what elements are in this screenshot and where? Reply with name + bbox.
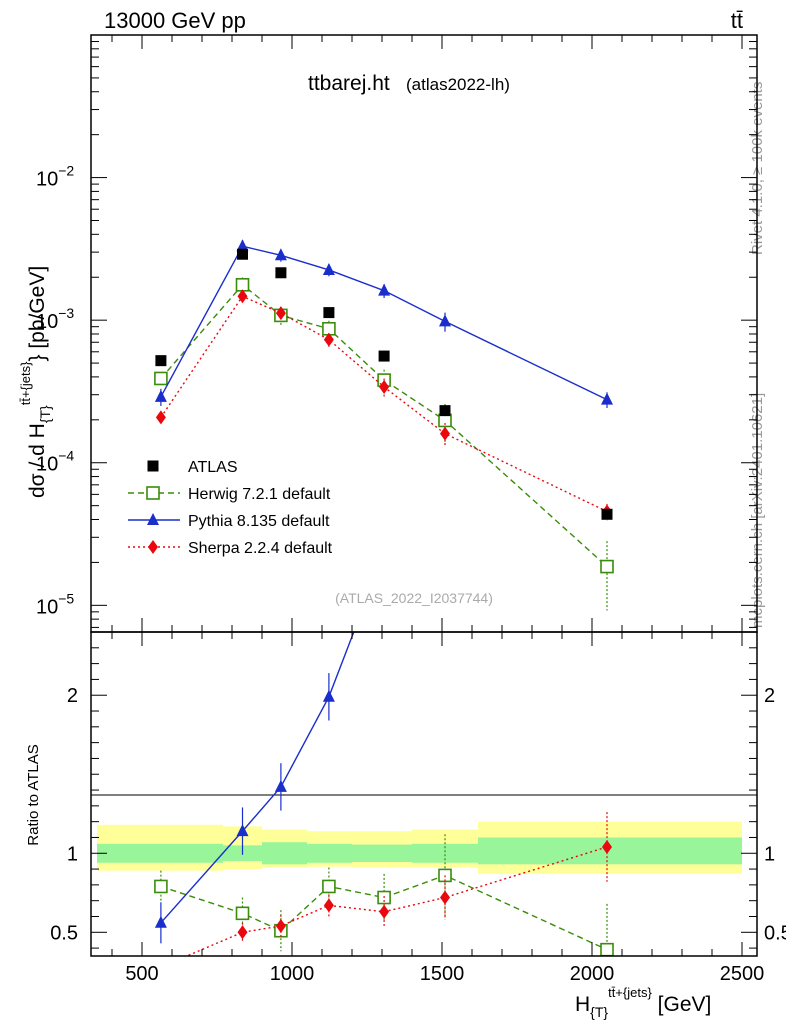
ratio-bands xyxy=(97,821,742,874)
legend-marker xyxy=(148,540,158,554)
ratio-y-label: Ratio to ATLAS xyxy=(25,744,42,845)
series-point xyxy=(440,426,450,441)
ratio-tick-label-right: 2 xyxy=(764,685,775,707)
ratio-point xyxy=(236,824,249,837)
watermark: (ATLAS_2022_I2037744) xyxy=(335,590,493,606)
ratio-tick-label-right: 0.5 xyxy=(764,922,786,944)
ratio-point xyxy=(275,918,286,933)
series-point xyxy=(154,371,168,386)
ratio-point xyxy=(274,779,287,792)
legend-marker xyxy=(147,460,159,472)
series-point xyxy=(274,248,287,261)
band-inner xyxy=(307,843,352,863)
legend-label: ATLAS xyxy=(188,459,238,476)
ratio-point xyxy=(237,925,248,940)
ratio-tick-label: 1 xyxy=(67,843,78,865)
ratio-series xyxy=(154,0,614,956)
header-left: 13000 GeV pp xyxy=(104,8,246,33)
series-point xyxy=(601,392,613,405)
y-axis-label: dσ / d H{T}tt̄+{jets}} [pb/GeV] xyxy=(18,266,53,498)
series-point xyxy=(154,389,167,402)
chart-title: ttbarej.ht xyxy=(308,72,390,95)
x-tick-label: 1000 xyxy=(270,963,315,985)
data-point xyxy=(323,307,335,319)
band-inner xyxy=(262,842,307,865)
ratio-tick-label-right: 1 xyxy=(764,843,775,865)
data-point xyxy=(155,355,167,367)
legend: ATLAS Herwig 7.2.1 default Pythia 8.135 de… xyxy=(128,459,333,557)
series-line xyxy=(160,295,608,513)
ratio-point xyxy=(601,0,613,5)
ratio-point xyxy=(154,879,168,894)
x-tick-label: 1500 xyxy=(420,963,465,985)
ratio-frame xyxy=(90,631,758,957)
legend-marker xyxy=(147,513,159,525)
series-point xyxy=(235,278,250,292)
data-point xyxy=(378,350,390,362)
series-point xyxy=(322,262,335,275)
chart-subtitle: (atlas2022-lh) xyxy=(406,75,510,94)
ratio-tick-label: 2 xyxy=(67,685,78,707)
ratio-point xyxy=(235,906,250,921)
ratio-point xyxy=(602,839,612,854)
series-point xyxy=(439,314,451,327)
data-point xyxy=(237,248,248,260)
main-series xyxy=(154,239,614,611)
ratio-point xyxy=(379,904,390,919)
data-point xyxy=(601,508,613,520)
series-point xyxy=(236,239,249,252)
data-point xyxy=(439,405,451,417)
band-inner xyxy=(97,843,223,863)
ratio-point xyxy=(323,898,334,913)
x-tick-label: 2500 xyxy=(720,963,765,985)
x-tick-label: 2000 xyxy=(570,963,615,985)
series-point xyxy=(323,332,334,347)
band-inner xyxy=(412,843,478,863)
ratio-point xyxy=(154,915,167,928)
series-point xyxy=(600,559,614,574)
y-tick-label: 10−4 xyxy=(36,448,74,476)
main-data xyxy=(155,248,613,520)
ratio-point xyxy=(322,879,336,894)
header-right: tt̄ xyxy=(731,8,743,33)
band-inner xyxy=(478,837,742,865)
axes: 500 1000 1500 2000 2500 10−2 10−3 10−4 10−5 0.5 0.… xyxy=(36,34,786,985)
ratio-point xyxy=(440,890,450,905)
band-inner xyxy=(352,844,412,862)
series-point xyxy=(275,306,286,321)
ratio-tick-label: 0.5 xyxy=(50,922,78,944)
legend-marker xyxy=(146,486,160,500)
y-tick-label: 10−2 xyxy=(36,163,74,191)
ratio-point xyxy=(600,942,614,956)
x-axis-label: H{T}tt̄+{jets} [GeV] xyxy=(575,985,711,1020)
series-point xyxy=(237,289,248,304)
legend-label: Pythia 8.135 default xyxy=(188,513,330,530)
data-point xyxy=(275,267,287,279)
series-point xyxy=(155,410,166,425)
x-tick-label: 500 xyxy=(125,963,158,985)
ratio-point xyxy=(378,546,390,558)
legend-label: Sherpa 2.2.4 default xyxy=(188,540,333,557)
series-point xyxy=(378,283,391,296)
y-tick-label: 10−5 xyxy=(36,590,74,618)
legend-label: Herwig 7.2.1 default xyxy=(188,486,331,503)
series-point xyxy=(379,379,390,394)
y-tick-label: 10−3 xyxy=(36,305,74,333)
ratio-point xyxy=(322,689,335,702)
ratio-point xyxy=(439,341,451,353)
